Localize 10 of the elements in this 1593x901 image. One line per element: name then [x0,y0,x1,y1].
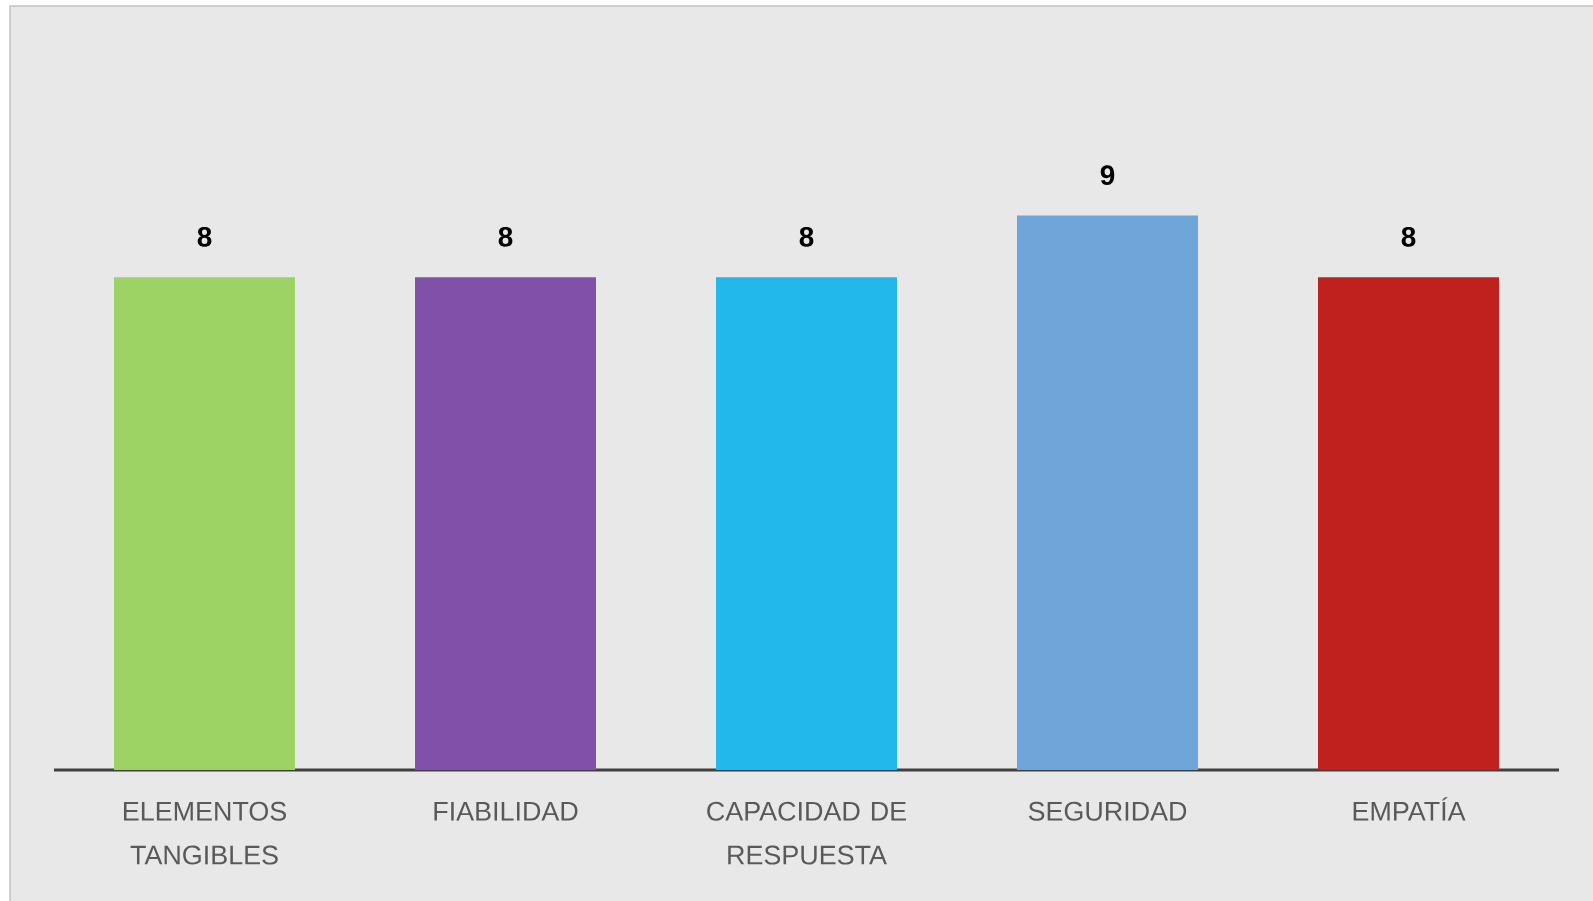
x-tick-label: SEGURIDAD [1028,801,1187,821]
data-label: 8 [1401,226,1416,247]
data-label: 8 [498,226,513,247]
data-label: 8 [197,226,212,247]
x-tick-label: FIABILIDAD [434,802,578,821]
data-label: 9 [1100,165,1115,186]
x-tick-label: EMPATÍA [1353,797,1466,821]
x-tick-label: CAPACIDAD DE RESPUESTA [707,801,906,865]
data-label: 8 [799,226,814,247]
x-tick-label: ELEMENTOS TANGIBLES [123,801,286,865]
